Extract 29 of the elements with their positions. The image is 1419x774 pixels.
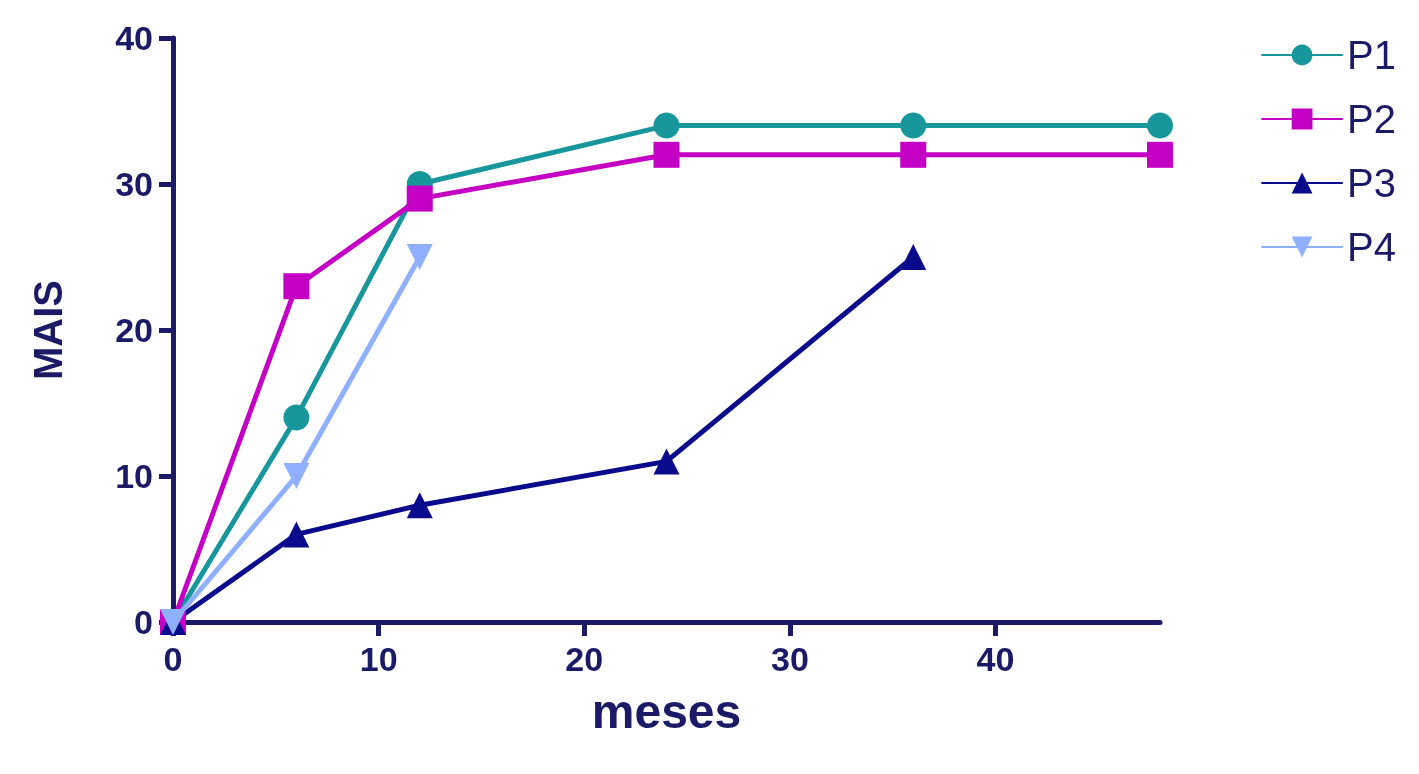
y-tick-label: 0 bbox=[134, 603, 153, 641]
point bbox=[653, 448, 680, 475]
point bbox=[900, 112, 927, 139]
x-tick-label: 20 bbox=[565, 640, 604, 678]
x-tick-label: 10 bbox=[359, 640, 398, 678]
legend-label: P1 bbox=[1347, 33, 1397, 77]
point bbox=[653, 141, 680, 168]
x-tick-label: 40 bbox=[976, 640, 1015, 678]
point bbox=[653, 112, 680, 139]
x-axis-title: meses bbox=[591, 684, 742, 738]
point bbox=[283, 521, 310, 548]
point bbox=[406, 492, 433, 519]
point bbox=[283, 273, 310, 300]
point bbox=[406, 185, 433, 212]
y-tick-label: 20 bbox=[115, 311, 153, 349]
legend-label: P2 bbox=[1347, 97, 1397, 141]
point bbox=[1147, 141, 1173, 168]
y-tick-label: 10 bbox=[115, 457, 153, 495]
point bbox=[283, 404, 310, 431]
point bbox=[900, 141, 927, 168]
legend-label: P3 bbox=[1347, 161, 1397, 205]
y-axis-title: MAIS bbox=[26, 280, 70, 380]
legend-label: P4 bbox=[1347, 225, 1397, 269]
point bbox=[1147, 112, 1173, 139]
y-tick-label: 30 bbox=[115, 165, 153, 203]
point bbox=[900, 244, 927, 270]
y-tick-label: 40 bbox=[115, 19, 153, 57]
x-tick-label: 0 bbox=[163, 640, 183, 678]
x-tick-label: 30 bbox=[770, 640, 809, 678]
